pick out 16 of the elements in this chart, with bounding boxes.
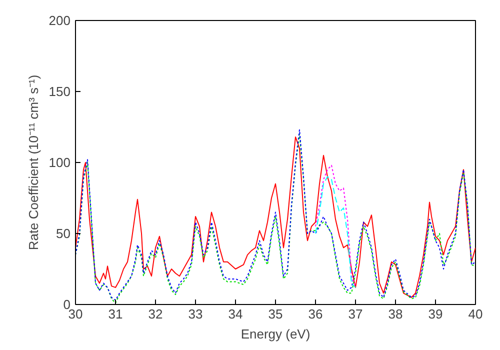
x-axis-title: Energy (eV) xyxy=(240,326,310,342)
x-tick-label: 33 xyxy=(188,306,203,322)
x-tick-label: 40 xyxy=(468,306,483,322)
y-tick-label: 100 xyxy=(48,155,71,170)
x-tick-label: 36 xyxy=(308,306,323,322)
y-axis-title: Rate Coefficient (10⁻¹¹ cm³ s⁻¹) xyxy=(26,74,41,250)
x-tick-label: 35 xyxy=(268,306,283,322)
y-tick-label: 200 xyxy=(48,13,71,28)
x-tick-label: 37 xyxy=(348,306,363,322)
x-tick-label: 38 xyxy=(388,306,403,322)
x-tick-label: 31 xyxy=(108,306,123,322)
x-tick-label: 32 xyxy=(148,306,163,322)
y-tick-label: 150 xyxy=(48,84,71,99)
x-tick-label: 34 xyxy=(228,306,243,322)
x-tick-label: 39 xyxy=(428,306,443,322)
y-tick-label: 50 xyxy=(56,226,71,241)
